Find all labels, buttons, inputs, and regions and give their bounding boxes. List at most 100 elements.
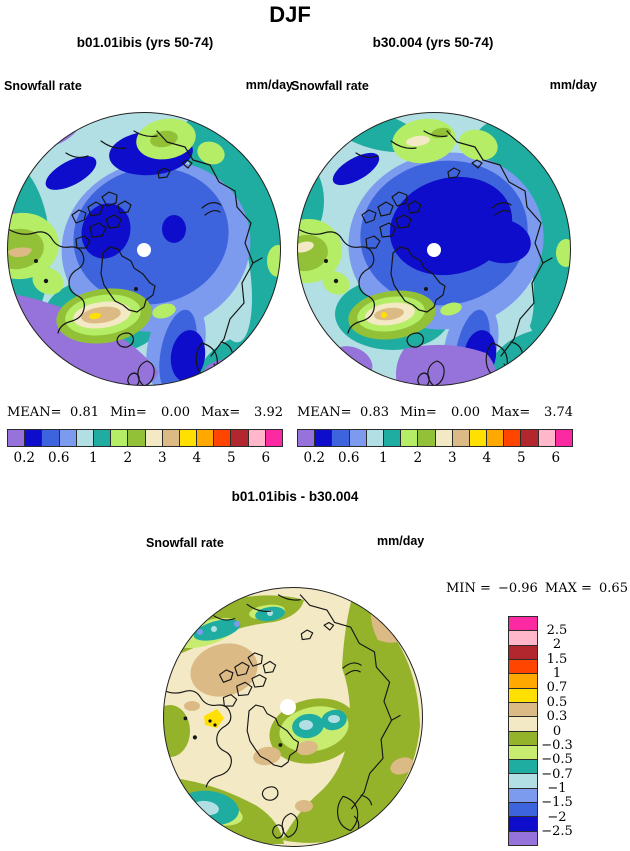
diff-colorbar-cell: [508, 830, 538, 846]
colorbar-cell: [297, 429, 316, 447]
diff-colorbar-cell: [508, 644, 538, 660]
colorbar-cell: [365, 429, 384, 447]
colorbar-cell: [451, 429, 470, 447]
colorbar-cell: [144, 429, 163, 447]
diff-colorbar-tick-label: 0.3: [546, 709, 568, 725]
diff-colorbar-tick-label: 0.7: [546, 680, 568, 696]
colorbar-cell: [24, 429, 43, 447]
map-panel-a: [7, 112, 281, 386]
colorbar-cell: [400, 429, 419, 447]
colorbar-tick-label: 2: [413, 450, 423, 466]
diff-title: b01.01ibis - b30.004: [231, 489, 359, 504]
max-label: Max=: [201, 405, 241, 420]
diff-colorbar-cell: [508, 773, 538, 789]
diff-stats: MIN = −0.96 MAX = 0.65: [446, 581, 628, 596]
diff-colorbar-tick-label: 0: [552, 723, 562, 739]
diff-colorbar-tick-label: −2: [547, 809, 567, 825]
map-panel-diff: [163, 587, 423, 847]
panel-b-units-label: mm/day: [549, 78, 597, 92]
diff-max-value: 0.65: [599, 581, 628, 596]
diff-colorbar-tick-label: 1.5: [546, 651, 568, 667]
diff-colorbar-tick-label: 1: [552, 666, 562, 681]
colorbar-cell: [41, 429, 60, 447]
diff-colorbar-ticks: 2.5 2 1.5 1 0.7 0.5 0.3 0 −0.3 −0.5 −0.7 −1 −1.5 −2 −2…: [538, 616, 576, 846]
min-value: 0.00: [161, 405, 190, 420]
colorbar-cell: [348, 429, 367, 447]
colorbar-cell: [110, 429, 129, 447]
colorbar-tick-label: 0.6: [48, 450, 70, 466]
colorbar-tick-label: 3: [157, 450, 167, 466]
colorbar-tick-label: 5: [226, 450, 236, 466]
diff-colorbar-cell: [508, 816, 538, 832]
diff-colorbar-cell: [508, 687, 538, 703]
colorbar-cell: [537, 429, 556, 447]
max-label: Max=: [491, 405, 531, 420]
map-a-outline: [7, 112, 281, 386]
min-value: 0.00: [451, 405, 480, 420]
mean-label: MEAN=: [297, 405, 352, 420]
colorbar-a-ticks: 0.2 0.6 1 2 3 4 5 6: [7, 450, 283, 468]
diff-colorbar: [508, 616, 538, 846]
diff-min-value: −0.96: [497, 581, 538, 596]
map-diff-outline: [163, 587, 423, 847]
diff-colorbar-cell: [508, 701, 538, 718]
page-title: DJF: [269, 2, 311, 27]
diff-colorbar-cell: [508, 730, 538, 746]
diff-colorbar-tick-label: −0.3: [541, 737, 573, 753]
colorbar-cell: [503, 429, 522, 447]
colorbar-cell: [75, 429, 94, 447]
colorbar-cell: [178, 429, 198, 447]
diff-colorbar-cell: [508, 716, 538, 732]
diff-colorbar-tick-label: −1: [547, 781, 567, 796]
diff-field-label: Snowfall rate: [146, 536, 224, 550]
panel-b-title: b30.004 (yrs 50-74): [372, 35, 494, 50]
colorbar-tick-label: 3: [447, 450, 457, 466]
panel-a-title: b01.01ibis (yrs 50-74): [76, 35, 214, 50]
colorbar-cell: [314, 429, 333, 447]
colorbar-cell: [382, 429, 402, 447]
colorbar-cell: [554, 429, 573, 447]
max-value: 3.92: [254, 405, 283, 420]
colorbar-cell: [196, 429, 215, 447]
colorbar-cell: [92, 429, 112, 447]
map-panel-b: [297, 112, 571, 386]
colorbar-cell: [247, 429, 266, 447]
diff-colorbar-tick-label: −0.5: [541, 752, 573, 768]
colorbar-cell: [7, 429, 26, 447]
diff-colorbar-cell: [508, 759, 538, 775]
colorbar-tick-label: 4: [192, 450, 202, 466]
diff-colorbar-cell: [508, 787, 538, 804]
colorbar-tick-label: 5: [516, 450, 526, 466]
colorbar-tick-label: 4: [482, 450, 492, 466]
diff-units-label: mm/day: [377, 534, 425, 548]
diff-colorbar-cell: [508, 630, 538, 646]
mean-value: 0.83: [360, 405, 389, 420]
min-label: Min=: [400, 405, 437, 420]
panel-a-stats: MEAN= 0.81 Min= 0.00 Max= 3.92: [7, 405, 283, 420]
diff-colorbar-tick-label: −0.7: [541, 766, 573, 782]
diff-colorbar-cell: [508, 658, 538, 675]
colorbar-tick-label: 1: [378, 450, 388, 466]
diff-colorbar-tick-label: −2.5: [541, 824, 573, 840]
colorbar-cell: [213, 429, 232, 447]
diff-colorbar-cell: [508, 802, 538, 818]
mean-value: 0.81: [70, 405, 99, 420]
diff-colorbar-cell: [508, 744, 538, 761]
colorbar-tick-label: 0.2: [13, 450, 35, 466]
colorbar-cell: [434, 429, 453, 447]
diff-min-label: MIN =: [446, 581, 491, 596]
min-label: Min=: [110, 405, 147, 420]
max-value: 3.74: [544, 405, 573, 420]
diff-max-label: MAX =: [544, 581, 592, 596]
colorbar-cell: [486, 429, 505, 447]
colorbar-tick-label: 1: [88, 450, 98, 466]
diff-colorbar-tick-label: 2.5: [546, 622, 568, 638]
colorbar-cell: [417, 429, 436, 447]
panel-a-field-label: Snowfall rate: [4, 79, 82, 93]
colorbar-cell: [520, 429, 539, 447]
colorbar-cell: [468, 429, 488, 447]
panel-a-units-label: mm/day: [245, 78, 293, 92]
colorbar-tick-label: 2: [123, 450, 133, 466]
panel-b-stats: MEAN= 0.83 Min= 0.00 Max= 3.74: [297, 405, 573, 420]
